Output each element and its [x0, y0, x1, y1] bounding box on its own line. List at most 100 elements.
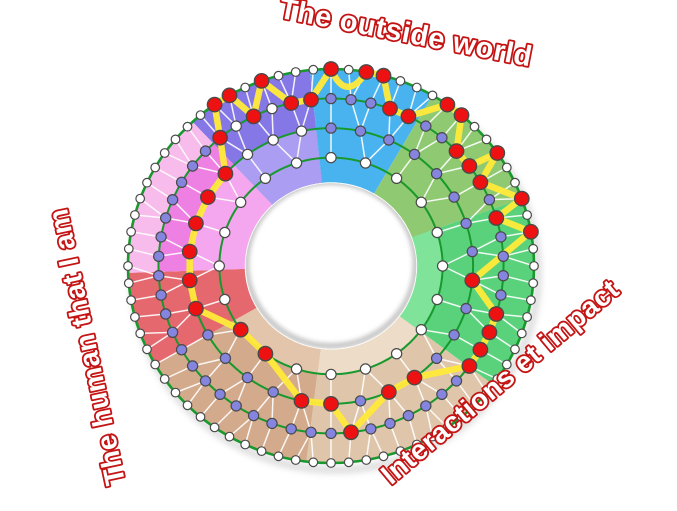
purple-node[interactable]	[383, 134, 395, 146]
white-node[interactable]	[481, 387, 492, 398]
red-node[interactable]	[375, 67, 392, 84]
white-node[interactable]	[295, 125, 308, 137]
red-node[interactable]	[523, 223, 539, 240]
white-node[interactable]	[325, 368, 337, 381]
white-node[interactable]	[219, 293, 231, 306]
white-node[interactable]	[234, 196, 247, 208]
red-node[interactable]	[323, 395, 339, 412]
white-node[interactable]	[359, 157, 372, 169]
purple-node[interactable]	[483, 193, 496, 206]
white-node[interactable]	[415, 196, 427, 208]
red-node[interactable]	[217, 165, 234, 182]
purple-node[interactable]	[402, 409, 415, 422]
white-node[interactable]	[240, 439, 251, 450]
purple-node[interactable]	[497, 270, 509, 282]
purple-node[interactable]	[460, 217, 472, 230]
white-node[interactable]	[361, 455, 372, 465]
red-node[interactable]	[382, 100, 398, 117]
white-node[interactable]	[142, 344, 152, 355]
red-node[interactable]	[488, 210, 505, 226]
white-node[interactable]	[343, 457, 354, 468]
purple-node[interactable]	[285, 423, 297, 435]
white-node[interactable]	[308, 64, 319, 75]
red-node[interactable]	[461, 158, 478, 174]
white-node[interactable]	[123, 243, 134, 254]
purple-node[interactable]	[420, 120, 432, 132]
purple-node[interactable]	[175, 344, 188, 356]
purple-node[interactable]	[420, 400, 432, 412]
purple-node[interactable]	[365, 423, 377, 435]
purple-node[interactable]	[241, 371, 254, 384]
red-node[interactable]	[245, 108, 262, 125]
white-node[interactable]	[142, 177, 152, 188]
white-node[interactable]	[273, 451, 284, 462]
purple-node[interactable]	[448, 191, 460, 203]
red-node[interactable]	[206, 96, 223, 113]
purple-node[interactable]	[155, 289, 167, 301]
red-node[interactable]	[464, 272, 481, 289]
white-node[interactable]	[150, 359, 161, 370]
purple-node[interactable]	[214, 388, 226, 400]
red-node[interactable]	[212, 129, 229, 146]
red-node[interactable]	[181, 272, 198, 289]
white-node[interactable]	[290, 455, 301, 465]
white-node[interactable]	[359, 363, 372, 375]
purple-node[interactable]	[495, 289, 507, 301]
purple-node[interactable]	[436, 131, 448, 144]
white-node[interactable]	[259, 172, 272, 184]
sector-blue[interactable]	[309, 69, 433, 194]
white-node[interactable]	[213, 260, 225, 272]
white-node[interactable]	[129, 312, 140, 322]
red-node[interactable]	[481, 324, 498, 341]
white-node[interactable]	[492, 374, 503, 384]
red-node[interactable]	[232, 321, 249, 338]
red-node[interactable]	[489, 145, 506, 161]
red-node[interactable]	[293, 392, 310, 409]
white-node[interactable]	[427, 90, 438, 101]
white-node[interactable]	[501, 359, 512, 370]
white-node[interactable]	[209, 422, 220, 433]
red-node[interactable]	[448, 143, 465, 160]
red-node[interactable]	[472, 174, 489, 191]
purple-node[interactable]	[186, 160, 199, 172]
red-node[interactable]	[323, 61, 339, 77]
white-node[interactable]	[159, 374, 170, 384]
white-node[interactable]	[170, 387, 181, 398]
purple-node[interactable]	[354, 125, 367, 137]
white-node[interactable]	[481, 134, 492, 145]
white-node[interactable]	[241, 148, 254, 161]
purple-node[interactable]	[155, 231, 167, 243]
purple-node[interactable]	[166, 193, 179, 206]
white-node[interactable]	[522, 210, 532, 220]
white-node[interactable]	[526, 295, 536, 306]
red-node[interactable]	[221, 87, 238, 104]
purple-node[interactable]	[430, 167, 443, 180]
white-node[interactable]	[325, 151, 337, 164]
purple-node[interactable]	[166, 326, 179, 338]
white-node[interactable]	[256, 446, 267, 457]
white-node[interactable]	[510, 177, 520, 188]
purple-node[interactable]	[247, 409, 260, 422]
white-node[interactable]	[123, 278, 134, 289]
white-node[interactable]	[135, 193, 146, 204]
red-node[interactable]	[257, 345, 274, 362]
purple-node[interactable]	[436, 388, 448, 400]
purple-node[interactable]	[175, 176, 188, 188]
purple-node[interactable]	[450, 375, 463, 387]
white-node[interactable]	[195, 110, 206, 120]
white-node[interactable]	[469, 400, 480, 411]
white-node[interactable]	[159, 148, 170, 158]
purple-node[interactable]	[354, 395, 367, 407]
purple-node[interactable]	[460, 302, 472, 315]
white-node[interactable]	[182, 400, 193, 411]
purple-node[interactable]	[497, 250, 509, 262]
purple-node[interactable]	[448, 329, 460, 341]
white-node[interactable]	[126, 295, 137, 306]
white-node[interactable]	[431, 226, 443, 239]
white-node[interactable]	[290, 67, 301, 77]
white-node[interactable]	[378, 451, 389, 462]
white-node[interactable]	[266, 102, 278, 115]
white-node[interactable]	[240, 82, 251, 93]
purple-node[interactable]	[186, 360, 199, 372]
white-node[interactable]	[516, 328, 527, 339]
